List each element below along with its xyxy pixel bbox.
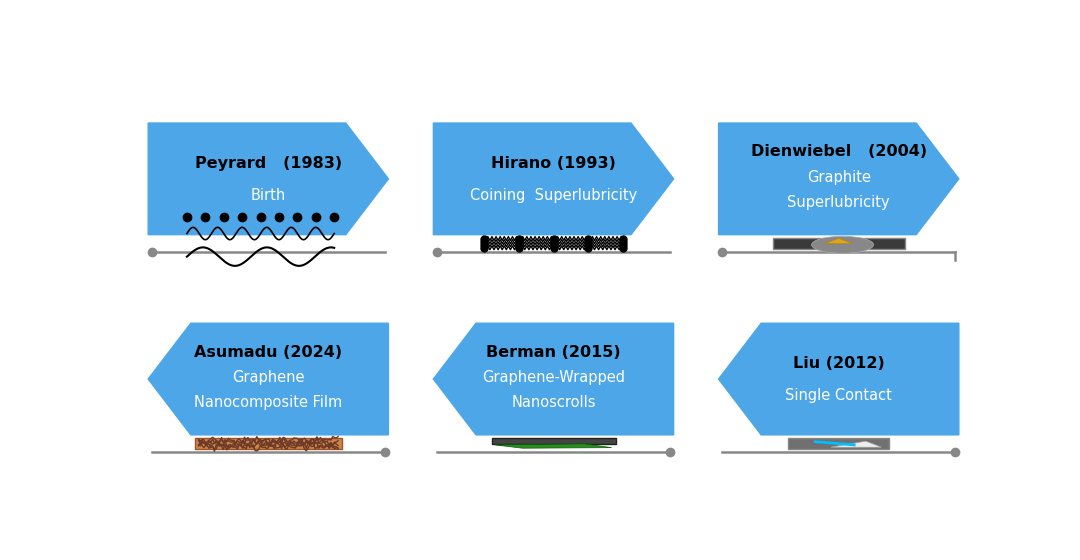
Text: Asumadu (2024): Asumadu (2024): [194, 344, 342, 360]
Text: Liu (2012): Liu (2012): [793, 356, 885, 371]
Polygon shape: [148, 323, 389, 435]
Text: Coining  Superlubricity: Coining Superlubricity: [470, 188, 637, 203]
Polygon shape: [831, 441, 881, 447]
Text: Hirano (1993): Hirano (1993): [491, 156, 616, 171]
Text: Single Contact: Single Contact: [785, 389, 892, 404]
Bar: [491, 438, 616, 445]
Text: Graphite: Graphite: [807, 170, 870, 185]
Text: Graphene: Graphene: [232, 370, 305, 385]
Polygon shape: [496, 444, 611, 448]
Ellipse shape: [811, 236, 874, 253]
Bar: [194, 438, 342, 449]
Text: Berman (2015): Berman (2015): [486, 344, 621, 360]
Bar: [788, 438, 889, 449]
Text: Superlubricity: Superlubricity: [787, 195, 890, 210]
Polygon shape: [148, 123, 389, 235]
Polygon shape: [718, 123, 959, 235]
Text: Nanoscrolls: Nanoscrolls: [511, 395, 596, 410]
Text: Birth: Birth: [251, 188, 286, 203]
Text: Nanocomposite Film: Nanocomposite Film: [194, 395, 342, 410]
Text: Graphene-Wrapped: Graphene-Wrapped: [482, 370, 625, 385]
Polygon shape: [718, 323, 959, 435]
Polygon shape: [825, 239, 852, 244]
Text: Peyrard   (1983): Peyrard (1983): [194, 156, 342, 171]
Bar: [773, 238, 905, 249]
Polygon shape: [433, 323, 674, 435]
Text: Dienwiebel   (2004): Dienwiebel (2004): [751, 144, 927, 160]
Polygon shape: [433, 123, 674, 235]
